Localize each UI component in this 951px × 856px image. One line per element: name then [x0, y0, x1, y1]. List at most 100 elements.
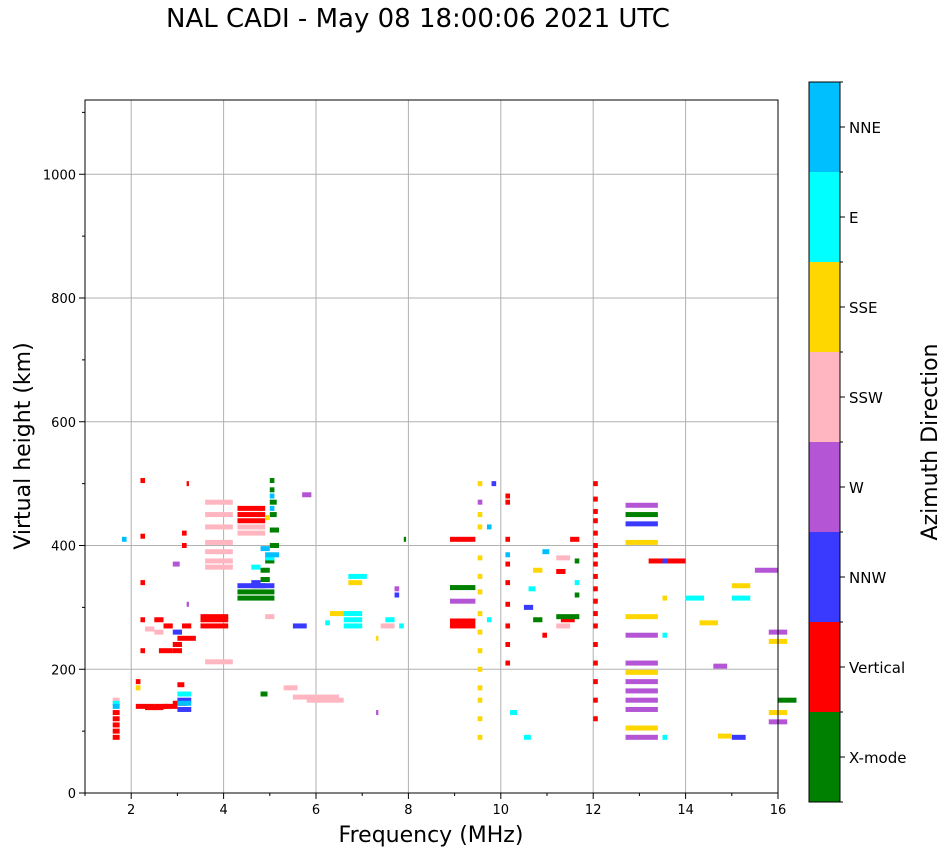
data-point — [205, 558, 233, 564]
data-point — [306, 697, 344, 703]
data-point — [325, 620, 330, 626]
x-tick-label: 16 — [770, 803, 787, 818]
data-point — [625, 725, 658, 731]
colorbar-tick-label: NNW — [849, 569, 886, 587]
x-tick-label: 14 — [677, 803, 694, 818]
data-point — [662, 558, 668, 564]
colorbar-segment — [809, 82, 840, 172]
y-tick-label: 400 — [51, 540, 76, 555]
data-point — [593, 623, 598, 629]
data-point — [112, 697, 120, 703]
data-point — [556, 623, 571, 629]
y-tick-label: 800 — [51, 292, 76, 307]
data-point — [343, 611, 363, 617]
data-point — [269, 543, 280, 548]
data-point — [574, 558, 580, 564]
data-point — [505, 601, 511, 607]
data-point — [593, 518, 598, 524]
data-point — [625, 697, 658, 703]
data-point — [283, 685, 298, 691]
series-nne — [112, 493, 550, 709]
data-point — [177, 697, 192, 703]
data-point — [251, 580, 261, 586]
data-point — [237, 530, 266, 536]
data-point — [449, 598, 476, 604]
data-point — [172, 648, 183, 654]
data-point — [486, 524, 492, 530]
data-point — [154, 629, 164, 635]
data-point — [449, 623, 476, 629]
data-point — [145, 626, 155, 632]
data-point — [717, 733, 732, 739]
data-point — [186, 481, 189, 487]
data-point — [593, 598, 598, 604]
data-point — [269, 487, 275, 493]
colorbar-label: Azimuth Direction — [918, 343, 943, 540]
data-point — [477, 648, 483, 654]
data-point — [403, 536, 407, 542]
y-axis-label: Virtual height (km) — [11, 342, 36, 549]
x-axis: 2 4 6 8 10 12 14 16 — [84, 793, 787, 818]
x-tick-label: 2 — [127, 803, 135, 818]
data-point — [505, 580, 511, 586]
data-point — [112, 700, 120, 706]
data-point — [505, 536, 511, 542]
data-point — [477, 666, 483, 672]
data-point — [205, 564, 233, 570]
data-point — [533, 617, 543, 623]
data-point — [662, 595, 668, 601]
data-point — [505, 552, 511, 558]
data-point — [556, 614, 580, 620]
data-point — [376, 635, 379, 641]
data-point — [778, 697, 797, 703]
data-point — [625, 512, 658, 518]
data-point — [593, 561, 598, 567]
data-point — [177, 706, 192, 712]
data-point — [269, 505, 275, 511]
colorbar-segment — [809, 532, 840, 622]
data-point — [699, 620, 718, 626]
data-point — [593, 552, 598, 558]
data-point — [556, 555, 571, 561]
plot-frame — [84, 99, 779, 794]
data-point — [112, 722, 120, 728]
data-point — [269, 499, 277, 505]
colorbar: X-mode Vertical NNW W SSW SSE E NNE — [808, 81, 906, 803]
colorbar-tick-label: X-mode — [849, 749, 906, 767]
data-point — [343, 623, 363, 629]
data-point — [237, 595, 275, 601]
data-point — [154, 703, 169, 709]
data-point — [182, 623, 192, 629]
data-point — [505, 493, 511, 499]
data-point — [200, 617, 229, 623]
data-point — [625, 632, 658, 638]
data-point — [260, 577, 270, 583]
data-point — [662, 632, 668, 638]
colorbar-segment — [809, 712, 840, 802]
data-point — [343, 617, 363, 623]
data-point — [685, 595, 705, 601]
series-ssw — [112, 499, 571, 703]
data-point — [477, 499, 483, 505]
data-point — [528, 586, 536, 592]
data-point — [625, 679, 658, 685]
data-point — [491, 481, 497, 487]
data-point — [140, 533, 146, 539]
colorbar-tick-label: SSE — [849, 299, 878, 317]
data-point — [145, 705, 164, 711]
data-point — [505, 499, 511, 505]
data-point — [205, 549, 233, 555]
data-point — [593, 716, 598, 722]
data-point — [625, 539, 658, 545]
data-point — [158, 648, 173, 654]
data-point — [385, 617, 395, 623]
colorbar-tick-label: W — [849, 479, 864, 497]
data-point — [593, 573, 598, 579]
data-point — [172, 561, 180, 567]
data-layer — [112, 478, 797, 740]
data-point — [754, 567, 778, 573]
data-point — [542, 632, 547, 638]
data-point — [140, 617, 146, 623]
data-point — [625, 669, 658, 675]
